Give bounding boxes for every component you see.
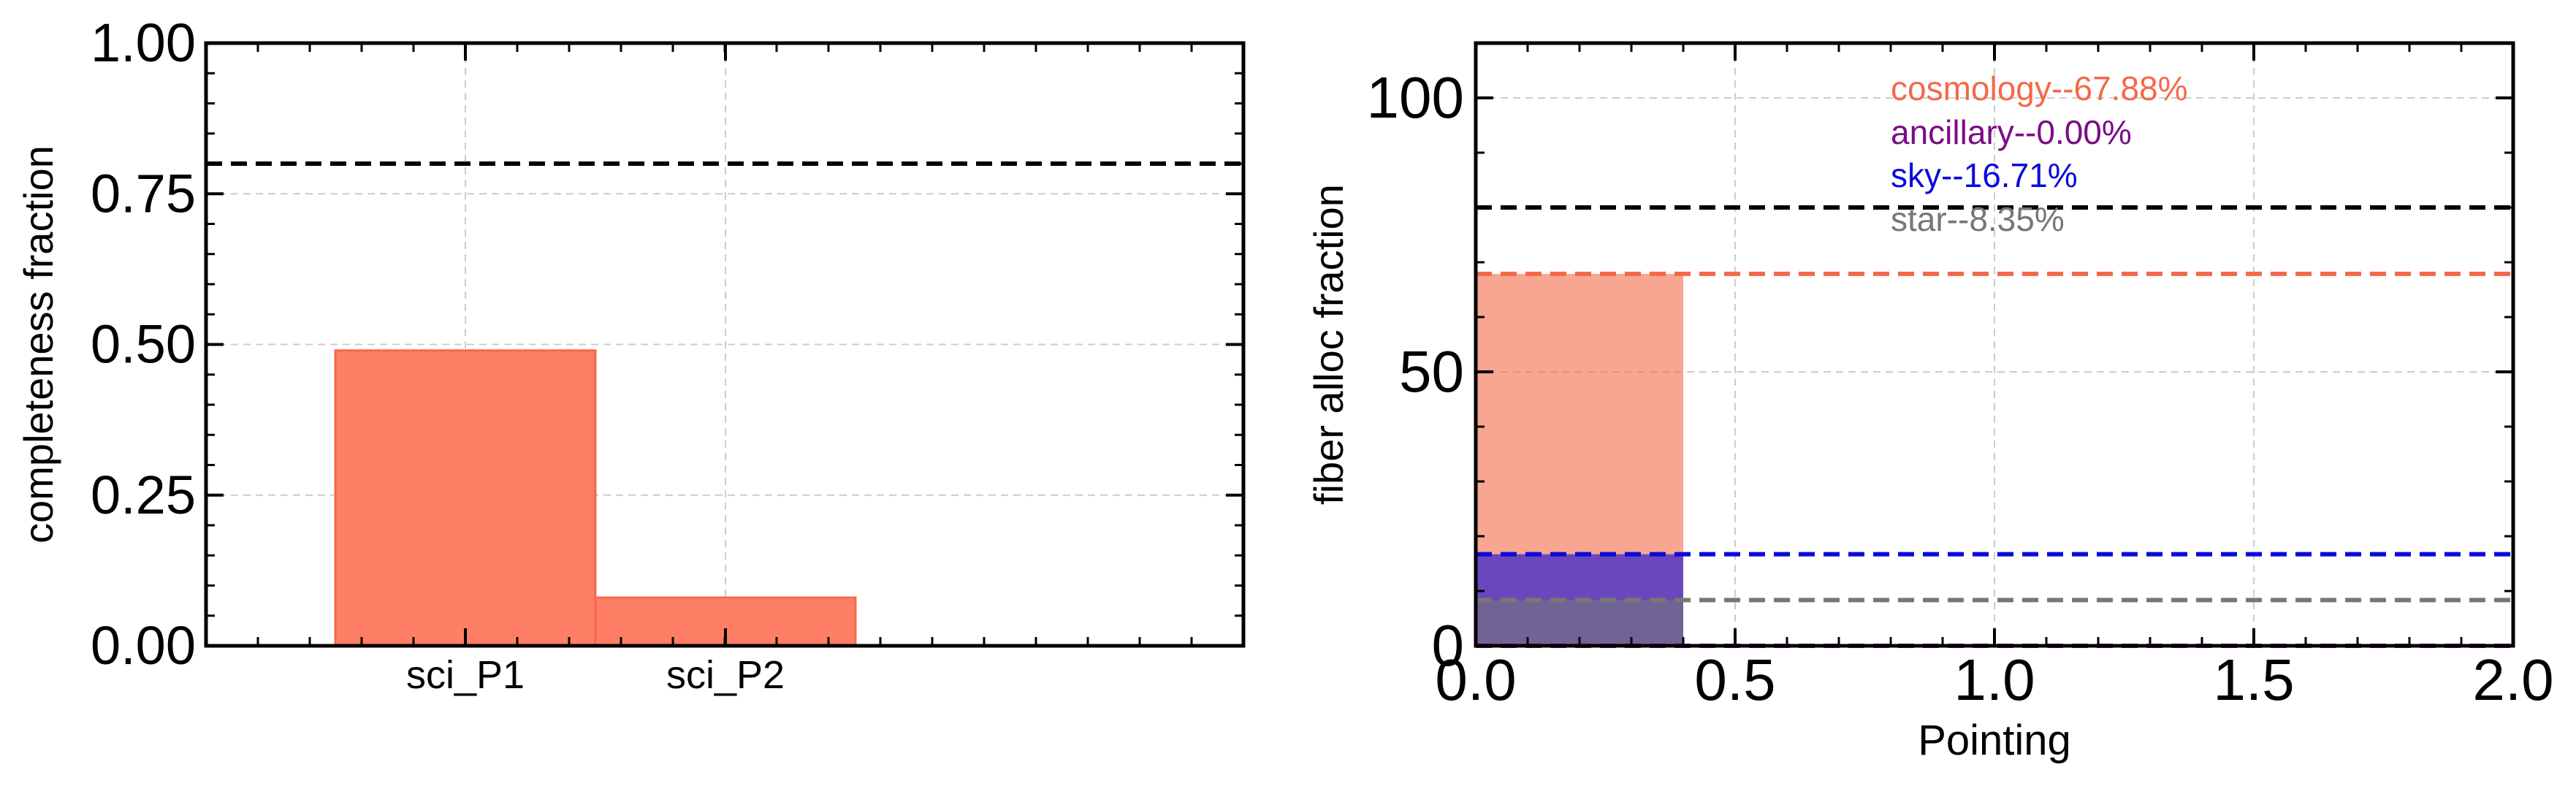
y-tick-label: 100 bbox=[1367, 65, 1464, 130]
y-tick-label: 0.25 bbox=[91, 465, 196, 525]
y-tick-label: 0.50 bbox=[91, 314, 196, 375]
x-tick-label: 2.0 bbox=[2472, 647, 2553, 712]
x-axis-label: Pointing bbox=[1918, 717, 2071, 764]
bar-sci_P1 bbox=[334, 349, 597, 647]
x-tick-label: 0.5 bbox=[1694, 647, 1775, 712]
y-tick-label: 0 bbox=[1432, 613, 1465, 678]
y-axis-label: fiber alloc fraction bbox=[1306, 184, 1352, 505]
legend-entry-cosmology: cosmology--67.88% bbox=[1891, 69, 2188, 107]
x-tick-label: 1.5 bbox=[2213, 647, 2294, 712]
y-axis-label: completeness fraction bbox=[15, 145, 61, 544]
legend-entry-star: star--8.35% bbox=[1891, 200, 2065, 238]
x-tick-label: 1.0 bbox=[1954, 647, 2035, 712]
y-tick-label: 50 bbox=[1399, 339, 1464, 404]
x-category-label: sci_P2 bbox=[666, 653, 785, 697]
y-tick-label: 0.00 bbox=[91, 615, 196, 676]
x-category-label: sci_P1 bbox=[406, 653, 525, 697]
x-tick-label: 0.0 bbox=[1435, 647, 1516, 712]
y-tick-label: 1.00 bbox=[91, 12, 196, 73]
fiber-alloc-panel: 0.0 0.5 1.0 1.5 2.0 0 50 100 Pointing fiber alloc… bbox=[1306, 41, 2554, 764]
legend-entry-ancillary: ancillary--0.00% bbox=[1891, 113, 2132, 151]
completeness-panel: 0.00 0.25 0.50 0.75 1.00 sci_P1 sci_P2 complete… bbox=[15, 12, 1246, 697]
y-tick-label: 0.75 bbox=[91, 163, 196, 224]
legend-entry-sky: sky--16.71% bbox=[1891, 156, 2078, 194]
